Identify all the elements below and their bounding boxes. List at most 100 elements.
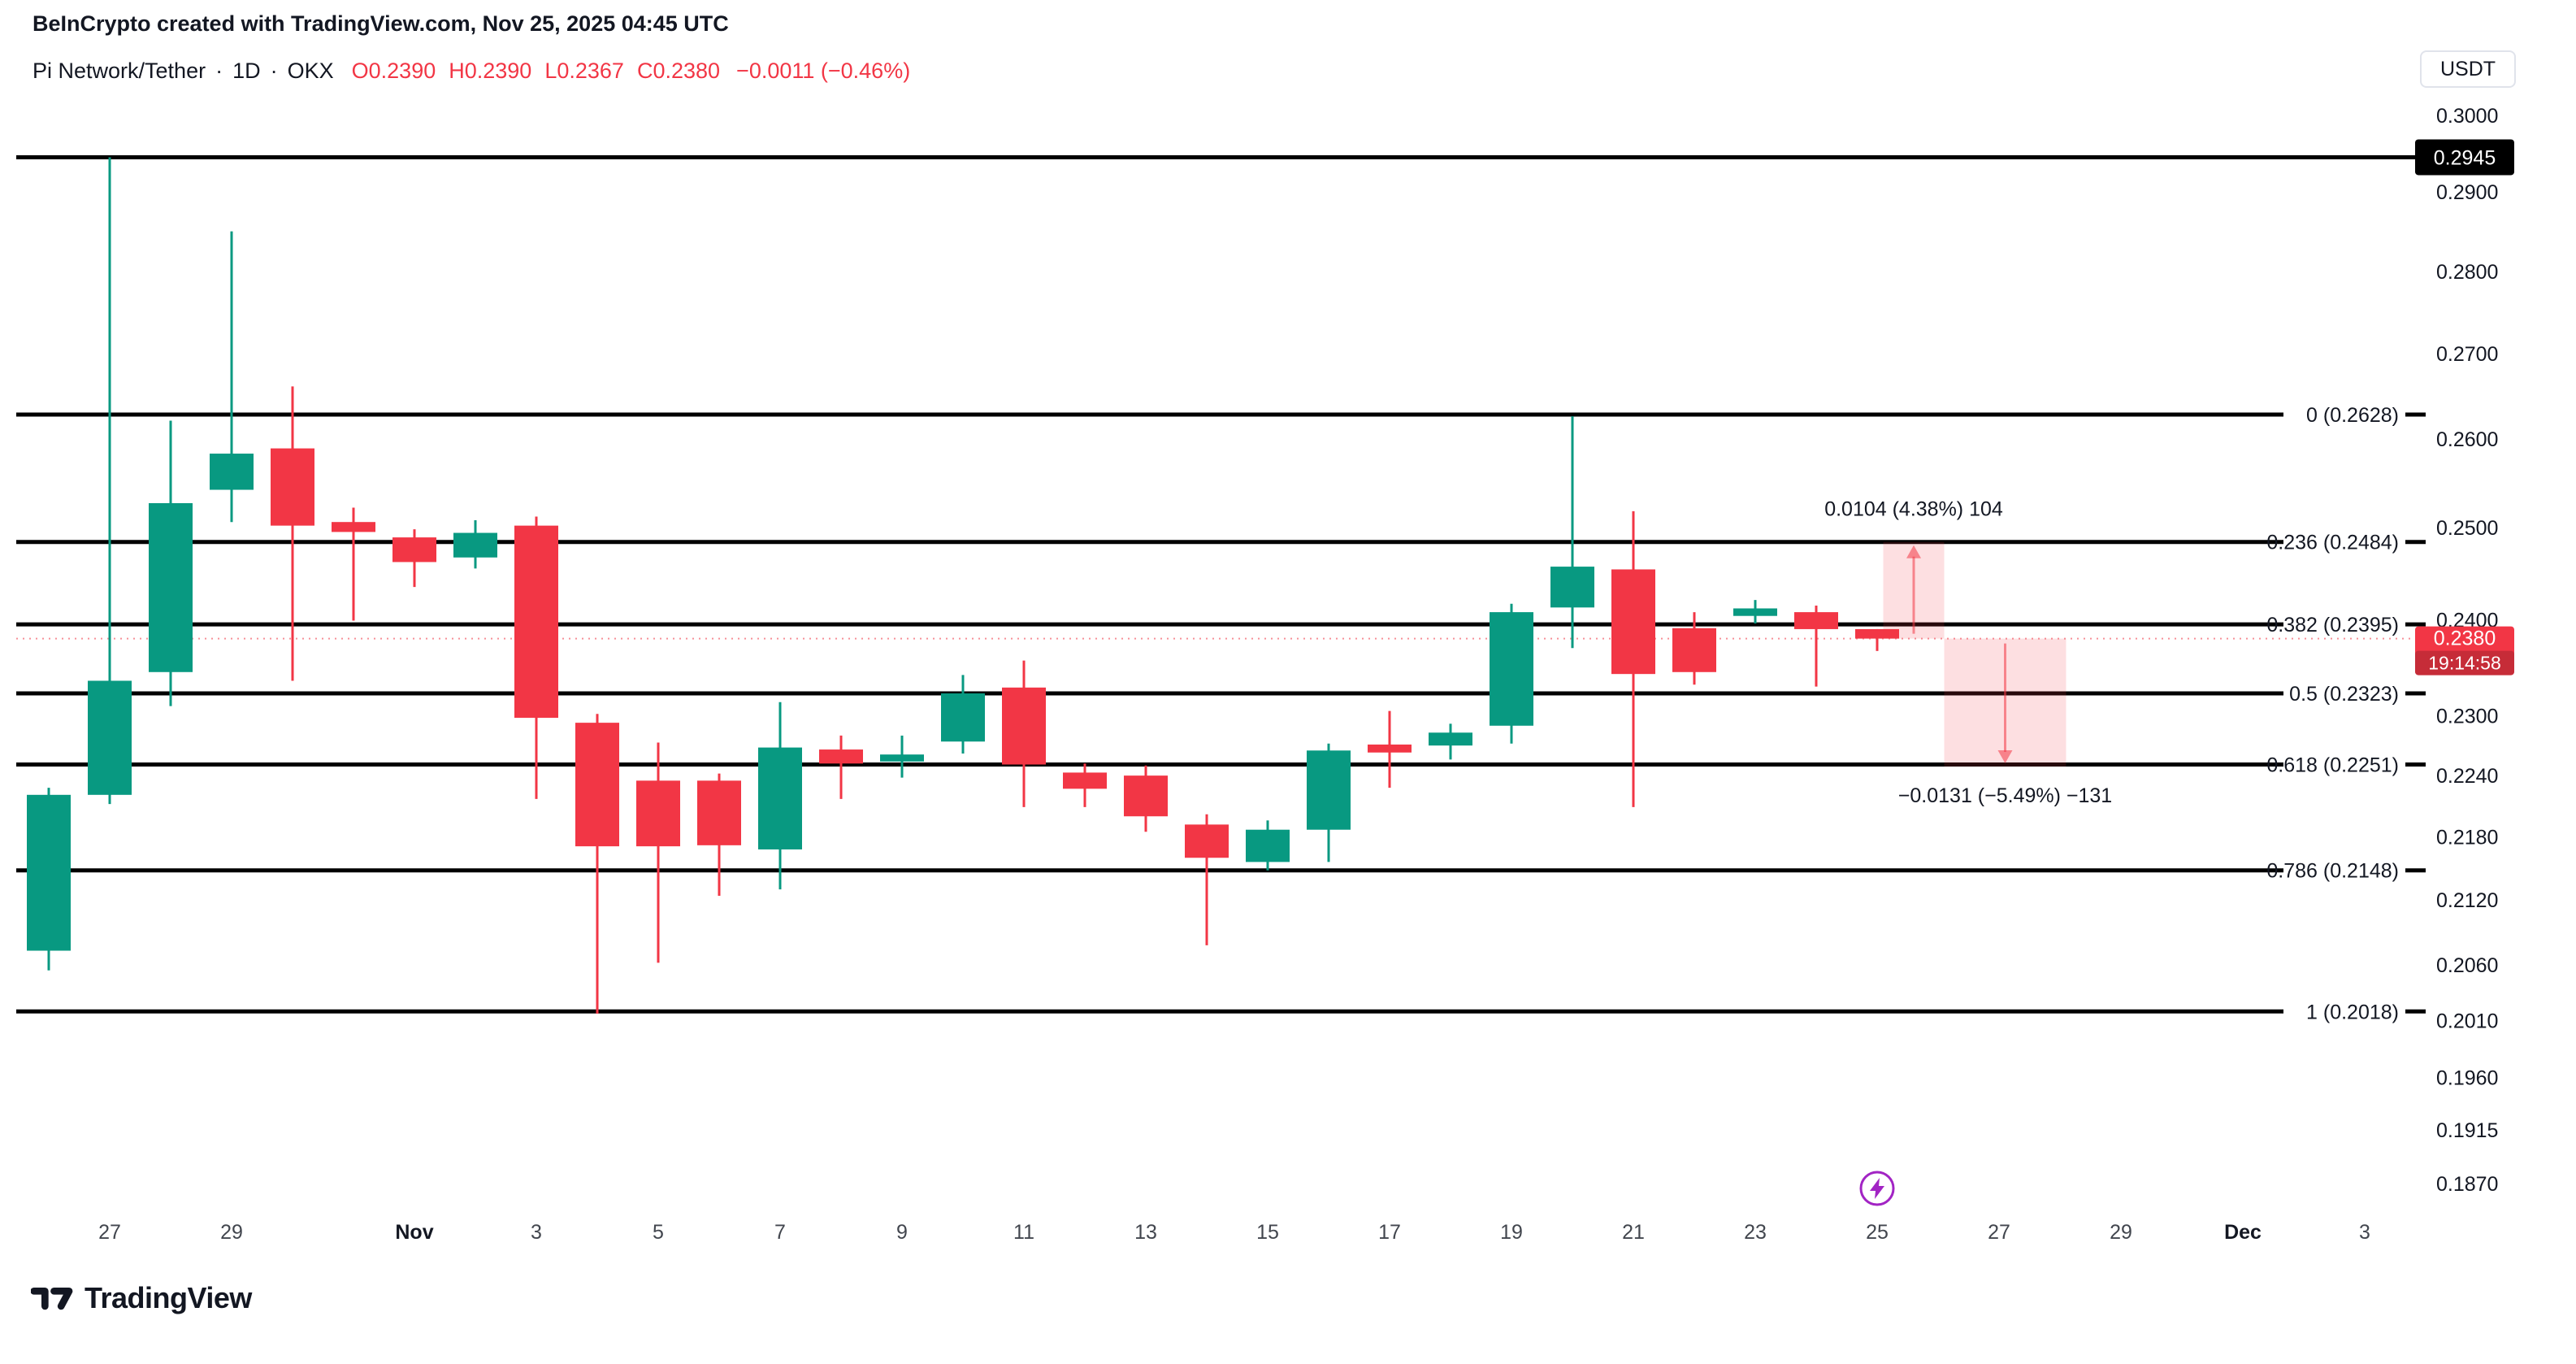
candle-body [575, 723, 619, 847]
time-tick-label: 25 [1866, 1221, 1889, 1244]
exchange-label: OKX [287, 59, 334, 83]
candle-body [880, 754, 924, 762]
price-tick-label: 0.1870 [2436, 1173, 2498, 1196]
fib-label: 1 (0.2018) [2306, 1001, 2399, 1023]
time-tick-label: Nov [395, 1221, 433, 1244]
time-tick-label: 27 [1988, 1221, 2010, 1244]
ohlc-values: O0.2390 H0.2390 L0.2367 C0.2380 −0.0011 … [352, 59, 911, 84]
fib-label: 0.236 (0.2484) [2266, 532, 2399, 554]
lightning-icon [1870, 1178, 1884, 1199]
time-tick-label: 5 [653, 1221, 664, 1244]
price-tick-label: 0.1915 [2436, 1119, 2498, 1142]
time-tick-label: 23 [1744, 1221, 1767, 1244]
time-tick-label: 29 [2110, 1221, 2132, 1244]
fib-label: 0.382 (0.2395) [2266, 614, 2399, 636]
open-value: O0.2390 [351, 59, 436, 83]
high-value: H0.2390 [449, 59, 532, 83]
countdown-strip [2415, 650, 2514, 675]
candle-body [1855, 628, 1899, 639]
time-tick-label: 29 [220, 1221, 243, 1244]
candle-body [1490, 612, 1533, 726]
legend-separator: · [215, 59, 223, 83]
candle-body [210, 454, 254, 490]
time-tick-label: 13 [1134, 1221, 1157, 1244]
price-tick-label: 0.2240 [2436, 765, 2498, 788]
candle-body [514, 525, 558, 719]
candle-body [453, 532, 497, 558]
candle-body [1611, 569, 1655, 675]
candle-body [1246, 829, 1290, 862]
candle-body [88, 680, 132, 795]
price-tick-label: 0.2600 [2436, 428, 2498, 451]
arrow-down-icon [1997, 749, 2013, 763]
candle-body [758, 747, 802, 849]
candle-body [1185, 824, 1229, 858]
low-value: L0.2367 [544, 59, 624, 83]
time-tick-label: 19 [1500, 1221, 1523, 1244]
time-tick-label: 15 [1256, 1221, 1279, 1244]
candle-body [27, 794, 71, 951]
attribution-text: BeInCrypto created with TradingView.com,… [33, 11, 729, 36]
tradingview-logo-text: TradingView [85, 1281, 252, 1314]
candle-body [392, 537, 436, 563]
last-price-badge [2415, 626, 2514, 675]
candle-body [149, 502, 193, 672]
last-price-badge-text: 0.2380 [2434, 628, 2496, 650]
price-tick-label: 0.2300 [2436, 706, 2498, 728]
price-tick-label: 0.2060 [2436, 954, 2498, 977]
candle-body [1002, 687, 1046, 765]
line-price-badge-text: 0.2945 [2434, 146, 2496, 169]
projection-label: −0.0131 (−5.49%) −131 [1898, 784, 2112, 807]
price-tick-label: 0.2010 [2436, 1010, 2498, 1032]
price-tick-label: 0.2900 [2436, 181, 2498, 204]
projection-label: 0.0104 (4.38%) 104 [1824, 498, 2003, 521]
price-tick-label: 0.2500 [2436, 517, 2498, 540]
price-axis[interactable]: 0.30000.29000.28000.27000.26000.25000.24… [2415, 105, 2514, 1196]
price-tick-label: 0.1960 [2436, 1066, 2498, 1089]
candle-body [1063, 772, 1107, 789]
candle-body [941, 693, 985, 742]
time-tick-label: 3 [2359, 1221, 2370, 1244]
currency-button[interactable]: USDT [2420, 50, 2516, 88]
candle-series [27, 157, 1899, 1014]
candle-body [1124, 775, 1168, 817]
arrow-up-icon [1906, 545, 1921, 558]
fib-label: 0 (0.2628) [2306, 404, 2399, 427]
price-tick-label: 0.2180 [2436, 827, 2498, 849]
candle-body [1368, 744, 1412, 753]
change-value: −0.0011 (−0.46%) [736, 59, 911, 83]
close-value: C0.2380 [636, 59, 721, 83]
projection-up[interactable]: 0.0104 (4.38%) 104 [1824, 498, 2003, 639]
tradingview-logo[interactable]: TradingView [31, 1281, 252, 1315]
candle-body [1550, 567, 1594, 608]
symbol-name[interactable]: Pi Network/Tether [33, 59, 206, 83]
candle-body [1733, 608, 1777, 616]
time-tick-label: 3 [531, 1221, 542, 1244]
time-tick-label: 27 [98, 1221, 121, 1244]
candle-body [1672, 628, 1716, 672]
time-tick-label: 11 [1013, 1221, 1034, 1244]
time-tick-label: 17 [1378, 1221, 1401, 1244]
projection-down[interactable]: −0.0131 (−5.49%) −131 [1898, 638, 2112, 807]
event-marker[interactable] [1859, 1171, 1895, 1206]
candle-body [332, 522, 375, 532]
candle-body [1794, 612, 1838, 629]
time-axis[interactable]: 27 29 Nov 3 5 7 9 11 13 15 17 19 21 23 25 27 29 Dec 3 [98, 1221, 2370, 1244]
fib-label: 0.786 (0.2148) [2266, 860, 2399, 883]
interval-label[interactable]: 1D [232, 59, 261, 83]
symbol-legend[interactable]: Pi Network/Tether · 1D · OKX O0.2390 H0.… [33, 59, 910, 84]
line-price-badge [2415, 139, 2514, 176]
candle-body [1429, 732, 1472, 746]
time-tick-label: 21 [1622, 1221, 1645, 1244]
tradingview-logo-mark [31, 1288, 73, 1310]
price-tick-label: 0.2120 [2436, 889, 2498, 912]
countdown-text: 19:14:58 [2428, 653, 2501, 674]
candle-body [636, 780, 680, 847]
candle-body [697, 780, 741, 845]
candle-body [819, 749, 863, 764]
fib-label: 0.618 (0.2251) [2266, 754, 2399, 777]
price-tick-label: 0.3000 [2436, 105, 2498, 128]
legend-separator: · [270, 59, 278, 83]
